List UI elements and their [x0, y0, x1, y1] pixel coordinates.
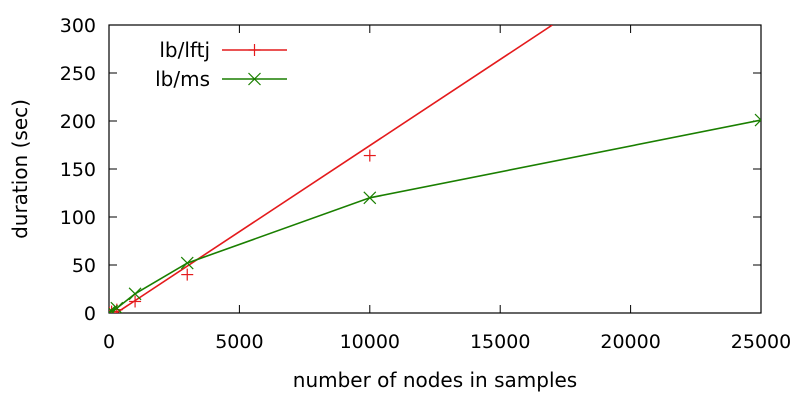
series-lb-ms — [109, 113, 761, 313]
legend-marker — [248, 44, 261, 56]
x-tick-label: 0 — [103, 331, 115, 353]
series-layer — [109, 25, 761, 313]
x-tick-label: 10000 — [340, 331, 400, 353]
data-point — [129, 295, 142, 308]
y-tick-label: 50 — [72, 255, 96, 277]
y-tick-label: 300 — [60, 15, 96, 37]
y-tick-label: 250 — [60, 63, 96, 85]
x-tick-label: 5000 — [215, 331, 263, 353]
legend-item: lb/lftj — [159, 38, 287, 62]
legend-item: lb/ms — [155, 67, 287, 91]
x-tick-label: 15000 — [470, 331, 530, 353]
data-point — [181, 268, 194, 281]
y-tick-label: 200 — [60, 111, 96, 133]
data-point — [363, 149, 376, 162]
data-point — [180, 256, 194, 270]
series-line — [114, 25, 553, 313]
legend-marker — [248, 72, 261, 86]
data-point — [363, 191, 377, 205]
data-point — [110, 301, 124, 313]
legend-label: lb/ms — [155, 67, 210, 91]
x-axis: 0 5000 10000 15000 20000 25000 — [103, 25, 791, 353]
data-point — [754, 113, 761, 127]
y-tick-label: 0 — [84, 303, 96, 325]
data-point — [109, 305, 116, 313]
x-axis-label: number of nodes in samples — [293, 368, 577, 392]
x-tick-label: 25000 — [731, 331, 791, 353]
x-tick-label: 20000 — [600, 331, 660, 353]
y-axis: 0 50 100 150 200 250 300 — [60, 15, 761, 325]
y-axis-label: duration (sec) — [8, 99, 32, 239]
y-tick-label: 100 — [60, 207, 96, 229]
series-line — [109, 119, 761, 313]
legend-label: lb/lftj — [159, 38, 210, 62]
y-tick-label: 150 — [60, 159, 96, 181]
data-point — [128, 287, 142, 301]
legend: lb/lftj lb/ms — [155, 38, 287, 91]
